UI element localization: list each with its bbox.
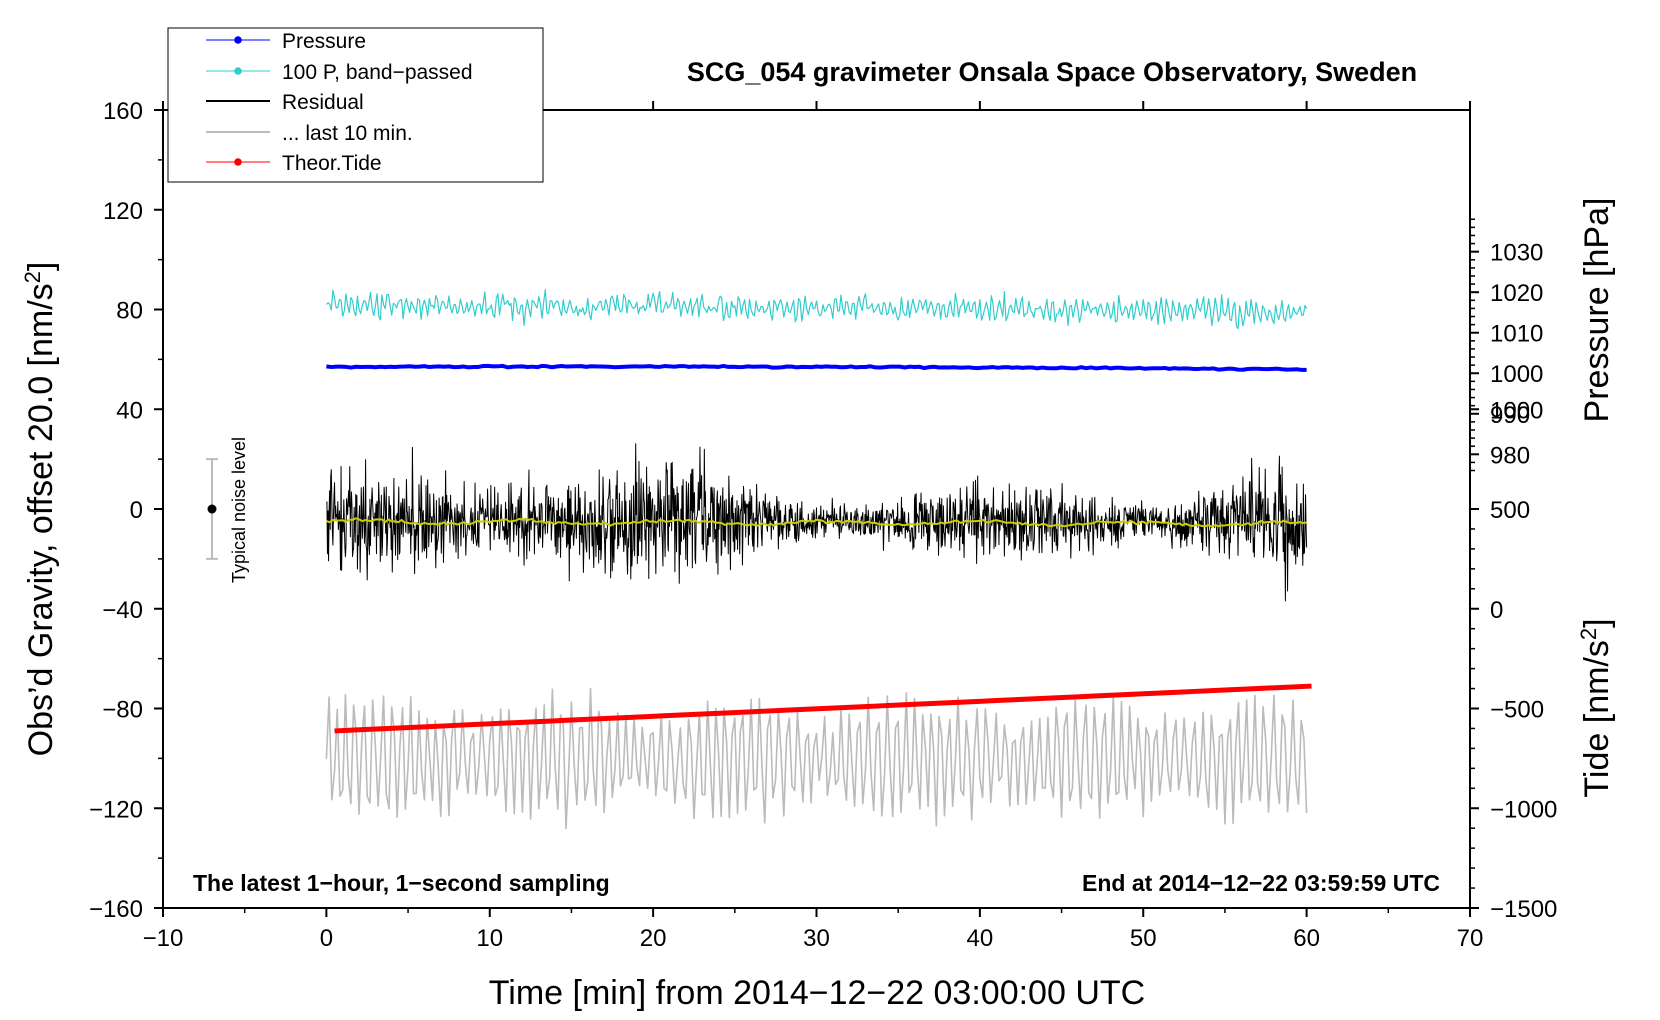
pressure-tick-label: 1000 bbox=[1490, 361, 1543, 388]
y-tick-label: 80 bbox=[116, 298, 143, 325]
tide-axis-title-main: Tide [nm/s bbox=[1578, 640, 1616, 797]
annotation-end-time: End at 2014−12−22 03:59:59 UTC bbox=[1082, 870, 1440, 896]
y-tick-label: 160 bbox=[103, 98, 143, 125]
tide-tick-label: −1500 bbox=[1490, 896, 1557, 923]
x-tick-label: 70 bbox=[1457, 925, 1484, 952]
series-last-10-min bbox=[325, 687, 1308, 830]
series-residual-smoothed bbox=[326, 517, 1307, 528]
x-tick-label: 10 bbox=[476, 925, 503, 952]
noise-point bbox=[207, 504, 217, 514]
pressure-tick-label: 1010 bbox=[1490, 321, 1543, 348]
chart-title: SCG_054 gravimeter Onsala Space Observat… bbox=[687, 57, 1417, 87]
series-layer bbox=[325, 289, 1312, 830]
legend-label-residual: Residual bbox=[282, 91, 364, 114]
tide-tick-label: 500 bbox=[1490, 497, 1530, 524]
y-tick-label: −40 bbox=[102, 597, 143, 624]
x-tick-label: 0 bbox=[320, 925, 333, 952]
series-theor-tide bbox=[334, 683, 1312, 734]
tide-tick-label: −500 bbox=[1490, 697, 1544, 724]
series-pressure bbox=[326, 363, 1307, 372]
legend-label-pressure: Pressure bbox=[282, 30, 366, 53]
tide-tick-label: 0 bbox=[1490, 597, 1503, 624]
legend-label-bandpassed: 100 P, band−passed bbox=[282, 61, 473, 84]
tide-axis-title: Tide [nm/s2] bbox=[1576, 618, 1617, 797]
axes-layer: −10 0 10 20 30 40 50 60 7016012080400−40−80−120−… bbox=[89, 98, 1557, 952]
series-pressure-bandpassed bbox=[325, 289, 1308, 330]
pressure-axis-title: Pressure [hPa] bbox=[1578, 198, 1616, 423]
legend-box bbox=[167, 27, 544, 183]
y-tick-label: 120 bbox=[103, 198, 143, 225]
series-residual bbox=[325, 443, 1308, 602]
x-tick-label: 20 bbox=[640, 925, 667, 952]
legend-swatch-marker bbox=[234, 67, 242, 75]
legend-label-last10: ... last 10 min. bbox=[282, 122, 413, 145]
y-axis-title: Obs’d Gravity, offset 20.0 [nm/s2] bbox=[20, 262, 61, 757]
y-tick-label: −120 bbox=[89, 796, 143, 823]
x-tick-label: 60 bbox=[1293, 925, 1320, 952]
y-axis-title-sup: 2 bbox=[20, 271, 45, 283]
tide-axis-title-end: ] bbox=[1578, 618, 1616, 627]
tide-tick-label: 1000 bbox=[1490, 397, 1543, 424]
legend-swatch-marker bbox=[234, 158, 242, 166]
y-tick-label: 40 bbox=[116, 397, 143, 424]
y-tick-label: −160 bbox=[89, 896, 143, 923]
pressure-tick-label: 980 bbox=[1490, 442, 1530, 469]
pressure-tick-label: 1020 bbox=[1490, 280, 1543, 307]
x-tick-label: 30 bbox=[803, 925, 830, 952]
y-tick-label: 0 bbox=[130, 497, 143, 524]
pressure-tick-label: 1030 bbox=[1490, 240, 1543, 267]
y-tick-label: −80 bbox=[102, 697, 143, 724]
y-axis-title-main: Obs’d Gravity, offset 20.0 [nm/s bbox=[22, 283, 60, 756]
noise-indicator: Typical noise level bbox=[206, 437, 249, 583]
x-axis-title: Time [min] from 2014−12−22 03:00:00 UTC bbox=[489, 974, 1145, 1012]
tide-tick-label: −1000 bbox=[1490, 796, 1557, 823]
annotation-sampling: The latest 1−hour, 1−second sampling bbox=[193, 870, 610, 896]
y-axis-title-end: ] bbox=[22, 262, 60, 271]
legend: Pressure 100 P, band−passed Residual ...… bbox=[167, 27, 544, 183]
x-tick-label: 50 bbox=[1130, 925, 1157, 952]
noise-label: Typical noise level bbox=[229, 437, 249, 583]
legend-label-tide: Theor.Tide bbox=[282, 152, 382, 175]
tide-axis-title-sup: 2 bbox=[1576, 628, 1601, 640]
legend-swatch-marker bbox=[234, 36, 242, 44]
x-tick-label: 40 bbox=[967, 925, 994, 952]
x-tick-label: −10 bbox=[143, 925, 184, 952]
pressure-tick-label: 990 bbox=[1490, 402, 1530, 429]
